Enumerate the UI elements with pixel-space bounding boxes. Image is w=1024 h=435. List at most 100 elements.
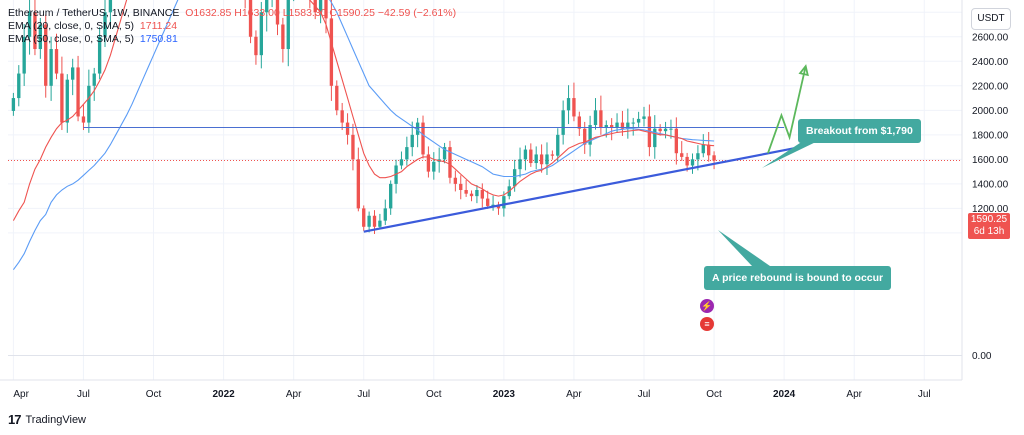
rebound-callout[interactable]: A price rebound is bound to occur <box>704 266 892 290</box>
projection-path <box>767 65 807 154</box>
time-tick-label: 2023 <box>493 389 516 400</box>
candle-up <box>259 12 263 56</box>
candle-down <box>658 128 662 132</box>
bar-countdown: 6d 13h <box>973 226 1005 237</box>
candle-up <box>690 159 695 166</box>
candle-up <box>410 134 414 148</box>
tradingview-brand[interactable]: 17 TradingView <box>8 412 86 427</box>
candle-up <box>415 122 420 135</box>
candle-down <box>329 18 334 86</box>
ema20-label[interactable]: EMA (20, close, 0, SMA, 5) <box>8 20 135 32</box>
candle-up <box>545 154 549 165</box>
price-tick-label: 0.00 <box>972 351 992 362</box>
price-tick-label: 1600.00 <box>972 155 1009 166</box>
candlestick-series <box>11 0 716 234</box>
candle-down <box>421 122 425 155</box>
candle-up <box>286 0 290 50</box>
candle-down <box>324 0 328 19</box>
chart-legend: Ethereum / TetherUS, 1W, BINANCE O1632.8… <box>8 7 456 46</box>
candle-up <box>669 128 673 130</box>
time-tick-label: Jul <box>918 389 931 400</box>
price-tick-label: 2600.00 <box>972 32 1009 43</box>
candle-down <box>469 193 474 197</box>
time-tick-label: 2022 <box>212 389 235 400</box>
candle-up <box>502 196 506 209</box>
candle-up <box>642 116 646 119</box>
candle-up <box>97 36 102 74</box>
candle-up <box>696 153 700 160</box>
candle-down <box>335 85 339 111</box>
candle-up <box>318 0 323 13</box>
time-tick-label: Oct <box>706 389 722 400</box>
candle-down <box>680 153 684 157</box>
candle-up <box>663 128 668 132</box>
candle-down <box>620 122 625 129</box>
candle-up <box>631 122 635 124</box>
candle-up <box>17 73 21 99</box>
price-tick-label: 2400.00 <box>972 57 1009 68</box>
candle-down <box>583 128 587 145</box>
candle-down <box>81 116 86 123</box>
candle-up <box>38 24 43 50</box>
candle-up <box>11 98 16 111</box>
candle-down <box>426 154 431 172</box>
candle-up <box>265 0 269 13</box>
candle-up <box>626 122 630 129</box>
price-tick-label: 1200.00 <box>972 204 1009 215</box>
candle-up <box>475 190 479 197</box>
candle-down <box>707 144 711 156</box>
ema20-value: 1711.24 <box>139 20 178 32</box>
candle-up <box>588 125 592 145</box>
time-tick-label: 2024 <box>773 389 796 400</box>
candle-up <box>701 144 705 154</box>
time-tick-label: Jul <box>638 389 651 400</box>
breakout-callout[interactable]: Breakout from $1,790 <box>798 119 921 143</box>
ohlc-values: O1632.85 H1633.00 L1583.30 C1590.25 −42.… <box>185 7 457 19</box>
candle-down <box>33 12 37 50</box>
horizontal-lines <box>0 0 963 381</box>
candle-up <box>49 49 53 86</box>
candle-down <box>60 73 64 123</box>
chart-grid <box>8 0 962 380</box>
candle-up <box>491 204 495 206</box>
time-axis: Apr Jul Oct 2022 Apr Jul Oct 2023 Apr Jul Oct 2024 A… <box>13 389 930 400</box>
time-tick-label: Oct <box>146 389 162 400</box>
price-tick-label: 1800.00 <box>972 130 1009 141</box>
support-trendline <box>363 146 801 233</box>
candle-up <box>71 67 75 80</box>
candle-up <box>512 169 517 187</box>
candle-down <box>609 125 614 128</box>
candle-down <box>351 134 355 160</box>
candle-down <box>340 110 344 123</box>
time-tick-label: Apr <box>566 389 582 400</box>
candle-up <box>383 208 387 221</box>
tradingview-logo-icon: 17 <box>8 412 22 427</box>
breakout-callout-pointer <box>762 139 822 168</box>
event-lightning-icon[interactable]: ⚡ <box>700 299 714 313</box>
us-flag-icon[interactable]: ≡ <box>700 317 714 331</box>
last-price-tag: 1590.25 6d 13h <box>968 213 1010 239</box>
ema50-value: 1750.81 <box>139 33 178 45</box>
candle-up <box>65 79 69 123</box>
candle-down <box>572 98 576 117</box>
last-price: 1590.25 <box>970 214 1008 225</box>
candle-up <box>604 125 608 128</box>
candle-down <box>54 49 59 74</box>
symbol-title[interactable]: Ethereum / TetherUS, 1W, BINANCE <box>8 7 180 19</box>
time-tick-label: Apr <box>286 389 302 400</box>
candle-down <box>372 215 377 227</box>
candle-down <box>577 116 581 129</box>
candle-up <box>442 147 447 160</box>
ema50-label[interactable]: EMA (50, close, 0, SMA, 5) <box>8 33 135 45</box>
ema20-line <box>12 0 715 221</box>
candle-up <box>523 149 528 160</box>
candle-up <box>378 220 382 227</box>
projection-arrowhead <box>798 64 809 77</box>
currency-button[interactable]: USDT <box>971 8 1011 30</box>
candle-up <box>534 154 538 164</box>
candle-down <box>599 110 603 128</box>
candle-down <box>459 183 463 190</box>
candle-up <box>92 73 96 86</box>
candle-up <box>103 12 107 37</box>
